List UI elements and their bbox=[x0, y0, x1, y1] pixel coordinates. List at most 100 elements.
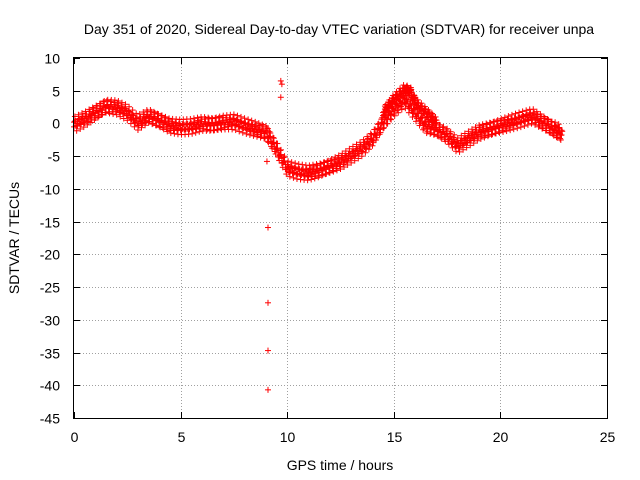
data-point bbox=[387, 115, 394, 122]
data-point bbox=[250, 132, 257, 139]
data-point bbox=[266, 133, 273, 140]
data-point-upper-branch bbox=[398, 93, 405, 100]
data-point bbox=[550, 132, 557, 139]
data-point bbox=[552, 123, 559, 130]
data-point bbox=[532, 119, 539, 126]
data-point bbox=[196, 128, 203, 135]
data-point bbox=[365, 146, 372, 153]
data-point bbox=[559, 128, 566, 135]
y-tick-label: 5 bbox=[52, 84, 60, 100]
data-point-upper-branch bbox=[431, 120, 438, 127]
data-point bbox=[124, 117, 131, 124]
data-point bbox=[557, 136, 564, 143]
y-tick-label: -45 bbox=[40, 411, 60, 427]
data-point bbox=[80, 124, 87, 131]
data-point bbox=[521, 123, 528, 130]
data-point bbox=[150, 113, 157, 120]
data-point bbox=[482, 132, 489, 139]
y-axis-label: SDTVAR / TECUs bbox=[6, 182, 22, 294]
y-tick-label: -20 bbox=[40, 247, 60, 263]
data-point bbox=[286, 173, 293, 180]
data-point bbox=[369, 142, 376, 149]
x-tick-label: 20 bbox=[493, 429, 509, 445]
data-point bbox=[232, 127, 239, 134]
data-point bbox=[549, 131, 556, 138]
data-point bbox=[269, 139, 276, 146]
y-tick-label: -30 bbox=[40, 313, 60, 329]
data-point bbox=[460, 146, 467, 153]
data-point bbox=[488, 131, 495, 138]
data-point bbox=[120, 115, 127, 122]
data-point bbox=[189, 130, 196, 137]
data-point bbox=[251, 129, 258, 136]
data-point bbox=[510, 126, 517, 133]
data-point bbox=[142, 119, 149, 126]
chart-title: Day 351 of 2020, Sidereal Day-to-day VTE… bbox=[84, 21, 594, 37]
data-point bbox=[421, 119, 428, 126]
data-point bbox=[355, 155, 362, 162]
data-point bbox=[539, 125, 546, 132]
y-tick-label: -25 bbox=[40, 280, 60, 296]
data-point bbox=[117, 113, 124, 120]
y-tick-label: 10 bbox=[44, 51, 60, 67]
data-point bbox=[512, 115, 519, 122]
data-points bbox=[71, 77, 566, 393]
data-point bbox=[447, 133, 454, 140]
data-point bbox=[467, 142, 474, 149]
data-point-upper-branch bbox=[391, 99, 398, 106]
data-point bbox=[435, 133, 442, 140]
data-point bbox=[98, 112, 105, 119]
data-point bbox=[544, 120, 551, 127]
data-point bbox=[149, 121, 156, 128]
tick-labels: 0 5 10 15 20 25 10 5 0 -5 -10 -15 -20 -25 -30 -35 -40 -45 bbox=[40, 51, 616, 446]
data-point bbox=[145, 119, 152, 126]
data-point bbox=[384, 120, 391, 127]
data-point bbox=[507, 127, 514, 134]
data-point bbox=[292, 164, 299, 171]
data-point bbox=[171, 130, 178, 137]
data-point bbox=[277, 152, 284, 159]
data-point bbox=[434, 132, 441, 139]
data-point bbox=[449, 144, 456, 151]
outlier-point bbox=[263, 158, 270, 165]
data-point bbox=[246, 131, 253, 138]
outlier-point bbox=[265, 125, 272, 132]
data-point bbox=[323, 170, 330, 177]
outlier-point bbox=[265, 299, 272, 306]
outlier-point bbox=[265, 347, 272, 354]
data-point bbox=[94, 114, 101, 121]
data-point bbox=[330, 168, 337, 175]
data-point-upper-branch bbox=[381, 111, 388, 118]
data-point bbox=[243, 130, 250, 137]
data-point bbox=[377, 129, 384, 136]
x-tick-label: 25 bbox=[600, 429, 616, 445]
data-point bbox=[270, 139, 277, 146]
data-point-upper-branch bbox=[395, 96, 402, 103]
data-point bbox=[277, 151, 284, 158]
data-point bbox=[129, 111, 136, 118]
data-point-upper-branch bbox=[380, 112, 387, 119]
data-point bbox=[293, 175, 300, 182]
data-point bbox=[164, 128, 171, 135]
data-point bbox=[308, 176, 315, 183]
data-point bbox=[102, 109, 109, 116]
data-point bbox=[398, 106, 405, 113]
outlier-point bbox=[265, 224, 272, 231]
data-point bbox=[166, 120, 173, 127]
data-point bbox=[138, 124, 145, 131]
data-point bbox=[304, 177, 311, 184]
data-point bbox=[553, 134, 560, 141]
data-point bbox=[162, 118, 169, 125]
data-point bbox=[236, 128, 243, 135]
data-point bbox=[557, 135, 564, 142]
data-point bbox=[157, 124, 164, 131]
data-point bbox=[547, 130, 554, 137]
data-point bbox=[217, 125, 224, 132]
data-point bbox=[261, 135, 268, 142]
outlier-point bbox=[278, 81, 285, 88]
x-axis-label: GPS time / hours bbox=[287, 457, 394, 473]
data-point bbox=[204, 126, 211, 133]
data-point bbox=[73, 127, 80, 134]
data-point bbox=[432, 124, 439, 131]
